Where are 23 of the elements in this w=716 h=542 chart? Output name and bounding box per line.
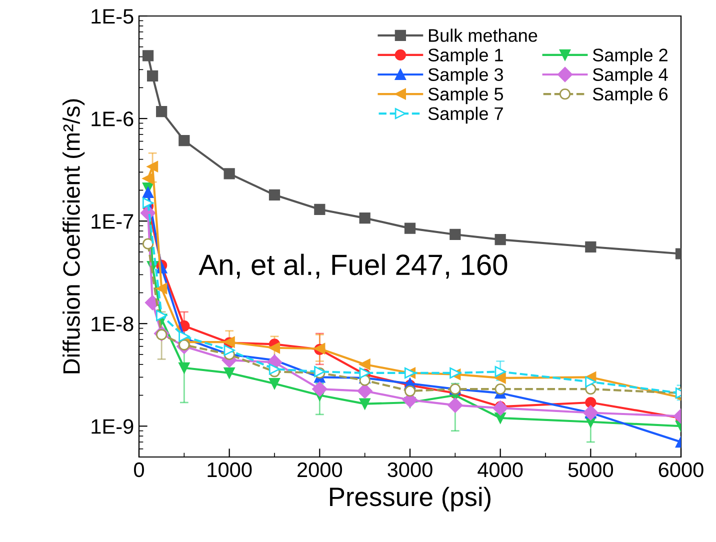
y-tick-label: 1E-7 — [92, 214, 134, 229]
legend-label: Sample 7 — [428, 106, 503, 124]
x-tick-label: 0 — [134, 462, 144, 478]
legend-label: Sample 4 — [592, 68, 668, 85]
x-tick-label: 5000 — [568, 462, 614, 478]
y-tick-label: 1E-9 — [92, 419, 134, 434]
legend-label: Sample 1 — [428, 48, 503, 66]
y-axis-title: Diffusion Coefficient (m²/s) — [62, 99, 85, 374]
y-tick-label: 1E-5 — [92, 9, 134, 24]
legend-label: Sample 6 — [592, 87, 668, 104]
y-tick-label: 1E-8 — [92, 316, 134, 332]
legend-label: Sample 2 — [592, 48, 668, 66]
x-tick-label: 4000 — [478, 462, 523, 478]
x-tick-label: 3000 — [388, 462, 432, 478]
x-tick-label: 6000 — [658, 462, 704, 478]
legend-label: Sample 3 — [428, 68, 504, 85]
x-tick-label: 2000 — [298, 462, 342, 478]
annotation: An, et al., Fuel 247, 160 — [198, 254, 508, 279]
legend-label: Bulk methane — [429, 28, 538, 42]
x-tick-label: 1000 — [208, 462, 252, 478]
legend-label: Sample 5 — [428, 87, 504, 104]
y-tick-label: 1E-6 — [92, 112, 134, 126]
x-axis-title: Pressure (psi) — [330, 486, 490, 512]
